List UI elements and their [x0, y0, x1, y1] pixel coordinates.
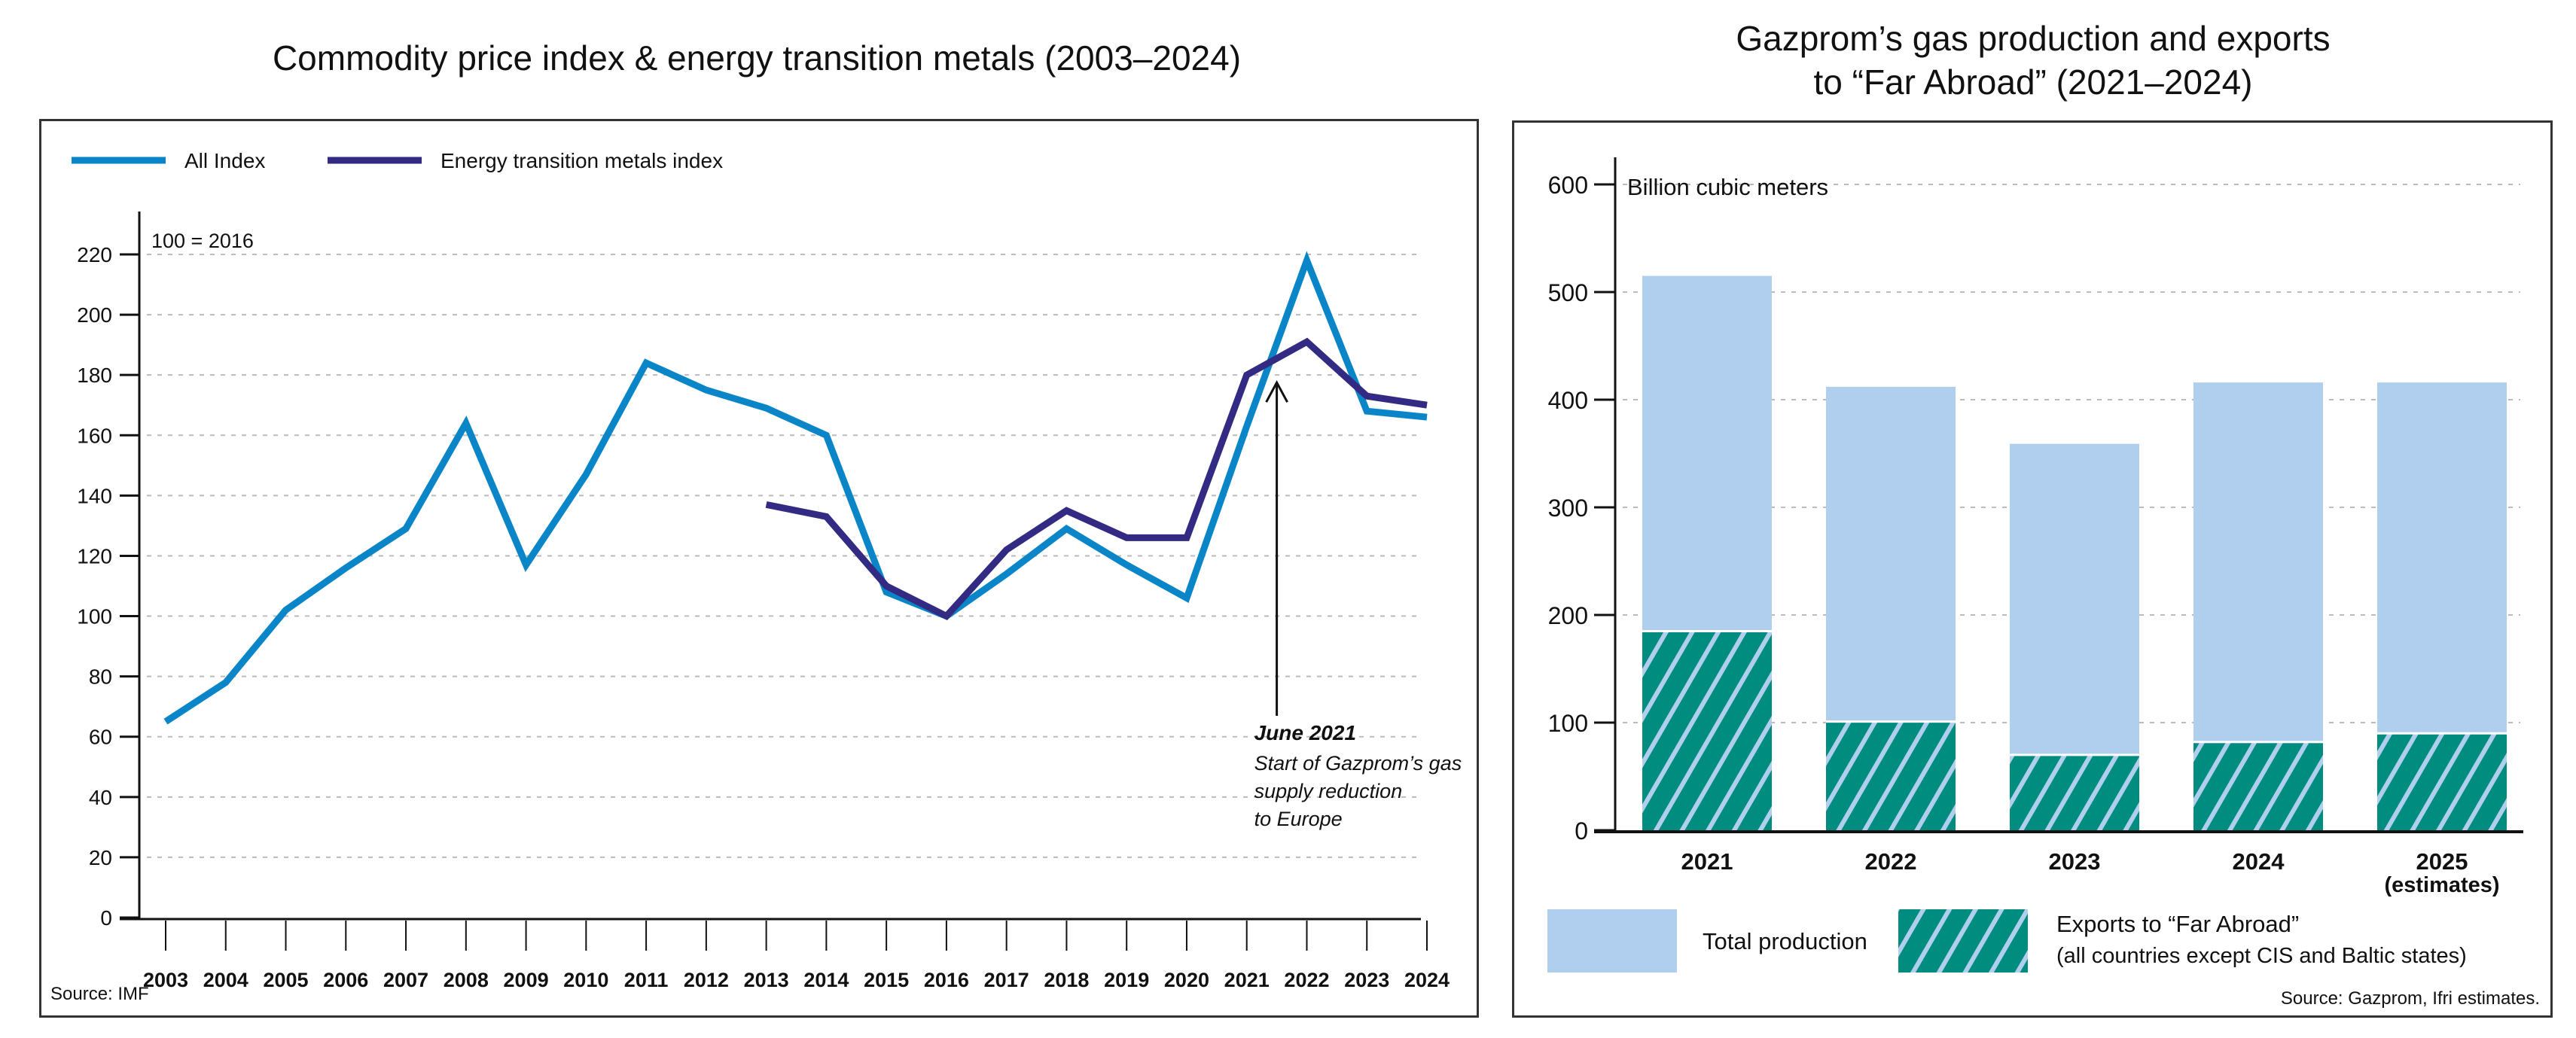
y-tick-label: 300 [1548, 495, 1588, 522]
legend-swatch-exports [1898, 909, 2028, 973]
x-tick-label: 2018 [1044, 969, 1089, 991]
bar-chart-source: Source: Gazprom, Ifri estimates. [2280, 988, 2540, 1009]
series-line-1 [163, 251, 1428, 725]
line-chart-legend: All Index Energy transition metals index [72, 149, 723, 172]
line-chart-grid [147, 254, 1421, 858]
bar-exports-far-abroad [2010, 754, 2139, 830]
x-tick-label: 2013 [744, 969, 789, 991]
x-tick-label: 2015 [864, 969, 909, 991]
annotation-text-line: to Europe [1254, 808, 1343, 830]
x-tick-label: 2022 [1865, 848, 1917, 875]
bar-exports-far-abroad [1642, 631, 1772, 830]
line-chart: All Index Energy transition metals index … [72, 149, 1462, 991]
x-tick-label: 2011 [624, 969, 669, 991]
x-tick-label: 2005 [263, 969, 308, 991]
x-tick-label: 2023 [1344, 969, 1389, 991]
line-chart-series [163, 251, 1428, 725]
x-tick-label: 2024 [1404, 969, 1450, 991]
y-axis-unit-label: 100 = 2016 [151, 230, 254, 252]
bar-exports-far-abroad [2193, 741, 2323, 830]
x-tick-label: 2003 [143, 969, 188, 991]
bar-chart-title-line-2: to “Far Abroad” (2021–2024) [1813, 62, 2253, 102]
legend-label-2: Energy transition metals index [441, 149, 723, 172]
bar-chart-axes: 0 100 200 300 400 500 600 Billion cubic meters 2… [1548, 157, 2523, 897]
legend-label-total-production: Total production [1703, 928, 1867, 954]
y-tick-label: 100 [1548, 710, 1588, 737]
bar-chart: 0 100 200 300 400 500 600 Billion cubic meters 2… [1547, 157, 2523, 973]
y-tick-label: 40 [89, 786, 112, 809]
y-tick-label: 100 [77, 605, 112, 629]
bar-chart-legend: Total production Exports to “Far Abroad” (… [1547, 909, 2467, 973]
y-tick-label: 180 [77, 364, 112, 387]
y-axis-unit-label: Billion cubic meters [1627, 174, 1828, 200]
y-tick-label: 0 [100, 906, 112, 930]
y-tick-label: 500 [1548, 279, 1588, 306]
y-tick-label: 140 [77, 484, 112, 507]
y-tick-label: 0 [1575, 817, 1588, 845]
annotation-arrow-head [1265, 380, 1288, 403]
bar-exports-far-abroad [2377, 733, 2507, 830]
y-tick-label: 600 [1548, 172, 1588, 199]
y-tick-label: 160 [77, 424, 112, 447]
x-tick-label: 2010 [563, 969, 608, 991]
x-tick-label: 2008 [444, 969, 489, 991]
bar-chart-grid [1623, 184, 2520, 723]
x-tick-label: 2017 [984, 969, 1029, 991]
series-line-2 [765, 337, 1428, 621]
line-chart-panel: All Index Energy transition metals index … [39, 119, 1479, 1018]
annotation-text-line: supply reduction [1254, 780, 1403, 802]
y-tick-label: 20 [89, 846, 112, 869]
y-tick-label: 400 [1548, 387, 1588, 414]
y-tick-label: 200 [1548, 602, 1588, 629]
x-tick-label: 2023 [2049, 848, 2101, 875]
legend-label-1: All Index [184, 149, 265, 172]
bar-chart-title-line-1: Gazprom’s gas production and exports [1736, 19, 2331, 58]
x-tick-label: 2019 [1104, 969, 1149, 991]
x-tick-label: 2021 [1681, 848, 1733, 875]
bar-chart-bars [1642, 275, 2507, 830]
line-chart-source: Source: IMF [50, 984, 149, 1004]
annotation-text-line: Start of Gazprom’s gas [1254, 752, 1462, 775]
y-tick-label: 220 [77, 243, 112, 266]
y-tick-label: 120 [77, 544, 112, 568]
annotation-title: June 2021 [1254, 721, 1356, 744]
line-chart-title: Commodity price index & energy transitio… [272, 38, 1242, 78]
legend-label-exports: Exports to “Far Abroad” [2056, 911, 2299, 937]
x-tick-label: 2016 [924, 969, 969, 991]
x-tick-label: 2014 [803, 969, 849, 991]
x-tick-label: 2025 [2416, 848, 2468, 875]
x-tick-label: 2004 [203, 969, 248, 991]
bar-exports-far-abroad [1826, 721, 1956, 830]
legend-label-exports-line-2: (all countries except CIS and Baltic sta… [2056, 944, 2467, 968]
y-tick-label: 200 [77, 303, 112, 327]
line-chart-axes: 0 20 40 60 80 100 120 140 160 180 200 220 100 = 2016… [77, 212, 1450, 991]
y-tick-label: 80 [89, 665, 112, 689]
y-tick-label: 60 [89, 726, 112, 749]
bar-chart-panel: 0 100 200 300 400 500 600 Billion cubic meters 2… [1512, 120, 2553, 1018]
x-tick-label: 2007 [383, 969, 428, 991]
x-tick-label: 2006 [323, 969, 368, 991]
legend-swatch-total-production [1547, 909, 1677, 973]
x-tick-label: 2022 [1284, 969, 1329, 991]
x-tick-sublabel: (estimates) [2384, 873, 2499, 897]
bar-chart-title: Gazprom’s gas production and exports to … [1506, 17, 2560, 104]
x-tick-label: 2021 [1224, 969, 1270, 991]
x-tick-label: 2009 [504, 969, 549, 991]
x-tick-label: 2012 [684, 969, 729, 991]
x-tick-label: 2024 [2233, 848, 2285, 875]
line-chart-annotation: June 2021 Start of Gazprom’s gas supply re… [1254, 380, 1462, 830]
x-tick-label: 2020 [1164, 969, 1209, 991]
